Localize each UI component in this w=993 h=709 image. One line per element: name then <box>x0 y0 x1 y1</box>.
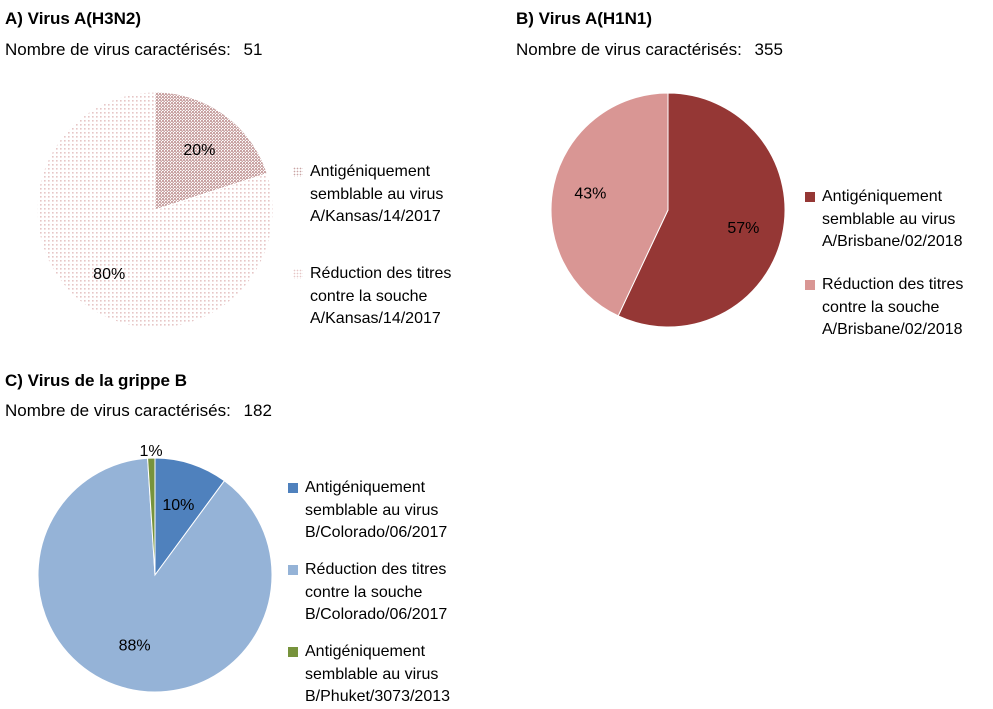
count-label: Nombre de virus caractérisés: <box>516 40 742 59</box>
legend-label: Antigéniquement semblable au virus B/Col… <box>305 479 448 541</box>
characterized-count: Nombre de virus caractérisés: 51 <box>5 40 262 60</box>
chart-title: C) Virus de la grippe B <box>5 371 188 390</box>
pie-slice-a-brisbane-02-2018-1 <box>550 92 669 317</box>
legend-label: Réduction des titres contre la souche A/… <box>822 276 964 338</box>
pie-slice-a-kansas-14-2017-1 <box>36 91 274 329</box>
pie-slice-b-phuket-3073-2013-2 <box>147 457 156 576</box>
slice-label: 80% <box>93 266 125 283</box>
pie-slice-a-brisbane-02-2018-0 <box>617 92 786 328</box>
legend-label: Antigéniquement semblable au virus B/Phu… <box>305 643 451 705</box>
slice-label: 88% <box>119 638 151 655</box>
pie-slice-a-kansas-14-2017-0 <box>154 91 268 211</box>
count-value: 51 <box>243 40 263 59</box>
legend-label: Antigéniquement semblable au virus A/Bri… <box>822 188 963 250</box>
legend-label: Réduction des titres contre la souche A/… <box>310 265 452 327</box>
legend-swatch <box>288 647 298 657</box>
legend-swatch <box>288 565 298 575</box>
legend-swatch <box>805 280 815 290</box>
chart-title: B) Virus A(H1N1) <box>516 9 653 28</box>
legend-swatch <box>293 269 303 279</box>
slice-label: 43% <box>574 186 606 203</box>
characterized-count: Nombre de virus caractérisés: 182 <box>5 401 272 421</box>
slice-label: 1% <box>139 443 162 460</box>
legend-label: Antigéniquement semblable au virus A/Kan… <box>310 163 444 225</box>
pie-slice-b-colorado-06-2017-1 <box>37 457 273 693</box>
legend-label: Réduction des titres contre la souche B/… <box>305 561 448 623</box>
pie-slice-b-colorado-06-2017-0 <box>154 457 226 577</box>
characterized-count: Nombre de virus caractérisés: 355 <box>516 40 783 60</box>
count-label: Nombre de virus caractérisés: <box>5 40 231 59</box>
count-value: 182 <box>243 401 272 420</box>
legend-swatch <box>288 483 298 493</box>
count-value: 355 <box>754 40 783 59</box>
legend-swatch <box>805 192 815 202</box>
slice-label: 10% <box>162 497 194 514</box>
legend-swatch <box>293 167 303 177</box>
chart-title: A) Virus A(H3N2) <box>5 9 142 28</box>
slice-label: 57% <box>727 220 759 237</box>
count-label: Nombre de virus caractérisés: <box>5 401 231 420</box>
slice-label: 20% <box>183 142 215 159</box>
